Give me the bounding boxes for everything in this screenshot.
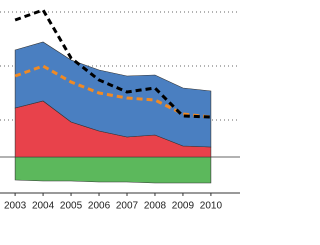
dashed-line: [14, 8, 211, 119]
x-tick-label: 2005: [60, 201, 83, 212]
x-tick-label: 2010: [200, 201, 223, 212]
x-tick-label: 2004: [32, 201, 55, 212]
x-tick-label: 2007: [116, 201, 139, 212]
area: [14, 41, 212, 148]
x-tick-label: 2006: [88, 201, 111, 212]
x-tick-label: 2009: [172, 201, 195, 212]
chart: 2003 2004 2005 2006 2007 2008 2009 2010: [0, 8, 240, 212]
x-tick-label: 2003: [4, 201, 27, 212]
area: [14, 156, 212, 184]
x-tick-label: 2008: [144, 201, 167, 212]
